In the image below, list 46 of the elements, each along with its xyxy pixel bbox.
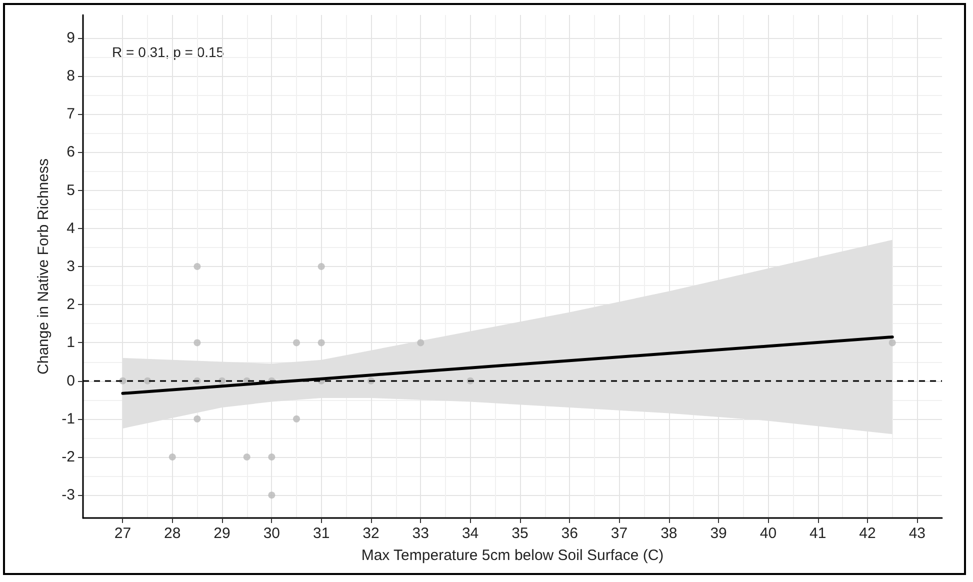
y-tick-label: 6 bbox=[66, 144, 75, 161]
x-tick-label: 33 bbox=[412, 525, 429, 542]
y-tick-label: 7 bbox=[66, 106, 75, 123]
x-tick-label: 30 bbox=[263, 525, 280, 542]
x-tick-label: 31 bbox=[312, 525, 330, 542]
point bbox=[268, 492, 276, 499]
y-tick-label: 3 bbox=[66, 258, 75, 275]
x-tick-label: 29 bbox=[214, 525, 230, 542]
point bbox=[144, 377, 152, 384]
y-tick-label: 4 bbox=[66, 220, 75, 237]
point bbox=[268, 454, 276, 461]
x-tick-label: 36 bbox=[561, 525, 578, 542]
point bbox=[417, 339, 424, 346]
x-tick-label: 35 bbox=[512, 525, 528, 542]
y-tick-label: -2 bbox=[62, 448, 75, 466]
x-tick-label: 27 bbox=[114, 525, 132, 542]
point bbox=[293, 415, 300, 422]
x-tick-label: 34 bbox=[462, 525, 479, 542]
point bbox=[194, 415, 201, 422]
point bbox=[168, 454, 176, 461]
y-tick-label: -3 bbox=[62, 486, 75, 504]
x-tick-label: 42 bbox=[859, 525, 876, 542]
x-tick-label: 32 bbox=[362, 525, 380, 542]
y-tick-label: 5 bbox=[66, 182, 75, 199]
point bbox=[318, 263, 325, 270]
x-tick-label: 28 bbox=[164, 525, 181, 542]
x-axis-title: Max Temperature 5cm below Soil Surface (C) bbox=[361, 547, 664, 564]
x-tick-label: 37 bbox=[610, 525, 628, 542]
y-tick-label: 1 bbox=[66, 334, 75, 352]
x-tick-label: 38 bbox=[660, 525, 678, 542]
x-tick-label: 43 bbox=[908, 525, 926, 542]
point bbox=[888, 339, 896, 346]
y-tick-label: -1 bbox=[62, 410, 75, 428]
y-axis-title: Change in Native Forb Richness bbox=[34, 158, 52, 374]
point bbox=[194, 263, 201, 270]
y-tick-label: 8 bbox=[66, 67, 75, 84]
point bbox=[318, 339, 325, 346]
y-tick-label: 9 bbox=[66, 29, 75, 46]
x-tick-label: 41 bbox=[810, 525, 826, 542]
point bbox=[194, 339, 201, 346]
x-tick-label: 39 bbox=[710, 525, 727, 542]
point bbox=[243, 454, 250, 461]
y-tick-label: 2 bbox=[66, 296, 75, 314]
x-tick-label: 40 bbox=[760, 525, 777, 542]
y-tick-label: 0 bbox=[66, 372, 75, 390]
point bbox=[293, 339, 300, 346]
